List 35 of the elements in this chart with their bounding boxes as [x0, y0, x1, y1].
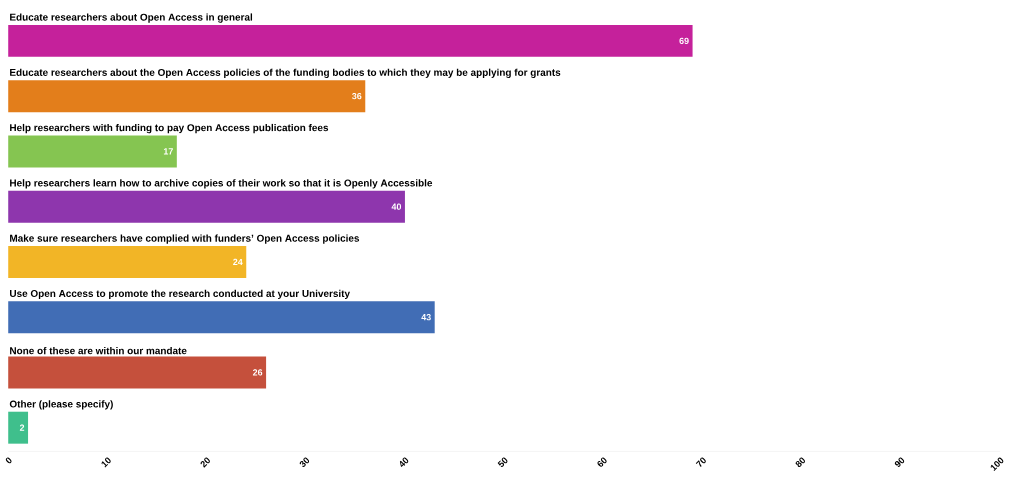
y-tick-label: Other (please specify)	[9, 400, 113, 410]
x-tick-label: 80	[795, 457, 805, 467]
y-tick-label: Educate researchers about Open Access in general	[10, 13, 253, 23]
bar	[8, 190, 405, 223]
x-tick-label: 30	[299, 457, 310, 467]
bar	[8, 24, 693, 57]
data-label: 2	[19, 424, 25, 431]
x-tick-label: 100	[990, 457, 1004, 471]
bar	[8, 356, 267, 389]
x-tick-label: 0	[5, 457, 12, 464]
y-tick-label: None of these are within our mandate	[10, 346, 187, 355]
y-tick-label: Use Open Access to promote the research conducted at your University	[10, 289, 350, 299]
x-tick-label: 20	[200, 457, 210, 468]
x-tick-label: 10	[101, 457, 111, 468]
x-tick-label: 50	[497, 457, 508, 467]
bar	[8, 245, 247, 278]
data-label: 43	[421, 313, 431, 321]
bar	[8, 79, 366, 112]
bar	[8, 411, 29, 444]
data-label: 24	[233, 258, 243, 265]
x-tick-label: 70	[695, 457, 706, 467]
data-label: 26	[252, 369, 263, 376]
data-label: 40	[391, 203, 402, 210]
y-tick-label: Educate researchers about the Open Access policies of the funding bodies to which they may be applying for grants	[10, 68, 561, 78]
x-tick-label: 40	[399, 457, 409, 467]
data-label: 17	[163, 148, 173, 155]
y-tick-label: Help researchers learn how to archive copies of their work so that it is Openly Accessible	[10, 179, 433, 189]
y-tick-label: Make sure researchers have complied with funders’ Open Access policies	[10, 234, 360, 244]
y-tick-label: Help researchers with funding to pay Open Access publication fees	[10, 123, 329, 134]
bar	[8, 135, 177, 168]
x-tick-label: 90	[894, 457, 905, 467]
data-label: 36	[352, 92, 362, 100]
bar	[8, 300, 435, 333]
data-label: 69	[679, 37, 689, 44]
x-tick-label: 60	[597, 457, 607, 467]
